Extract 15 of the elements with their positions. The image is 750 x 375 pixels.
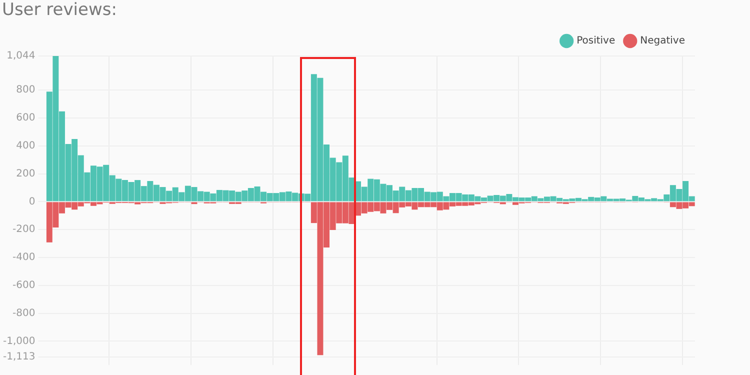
- y-tick-label: 0: [28, 196, 36, 208]
- y-tick-label: 1,044: [6, 50, 36, 62]
- y-tick-label: -1,000: [2, 336, 36, 347]
- y-tick-label: 200: [16, 168, 36, 180]
- y-tick-label: 600: [16, 112, 36, 124]
- y-tick-label: -600: [12, 280, 36, 292]
- legend-label: Negative: [640, 36, 686, 47]
- legend-label: Positive: [576, 36, 616, 47]
- y-tick-label: -400: [12, 252, 36, 264]
- y-tick-label: 800: [16, 84, 36, 96]
- chart-title: User reviews:: [2, 0, 117, 20]
- y-tick-label: -200: [12, 224, 36, 236]
- y-tick-label: -1,113: [2, 352, 36, 363]
- y-tick-label: -800: [12, 308, 36, 319]
- y-tick-label: 400: [16, 140, 36, 152]
